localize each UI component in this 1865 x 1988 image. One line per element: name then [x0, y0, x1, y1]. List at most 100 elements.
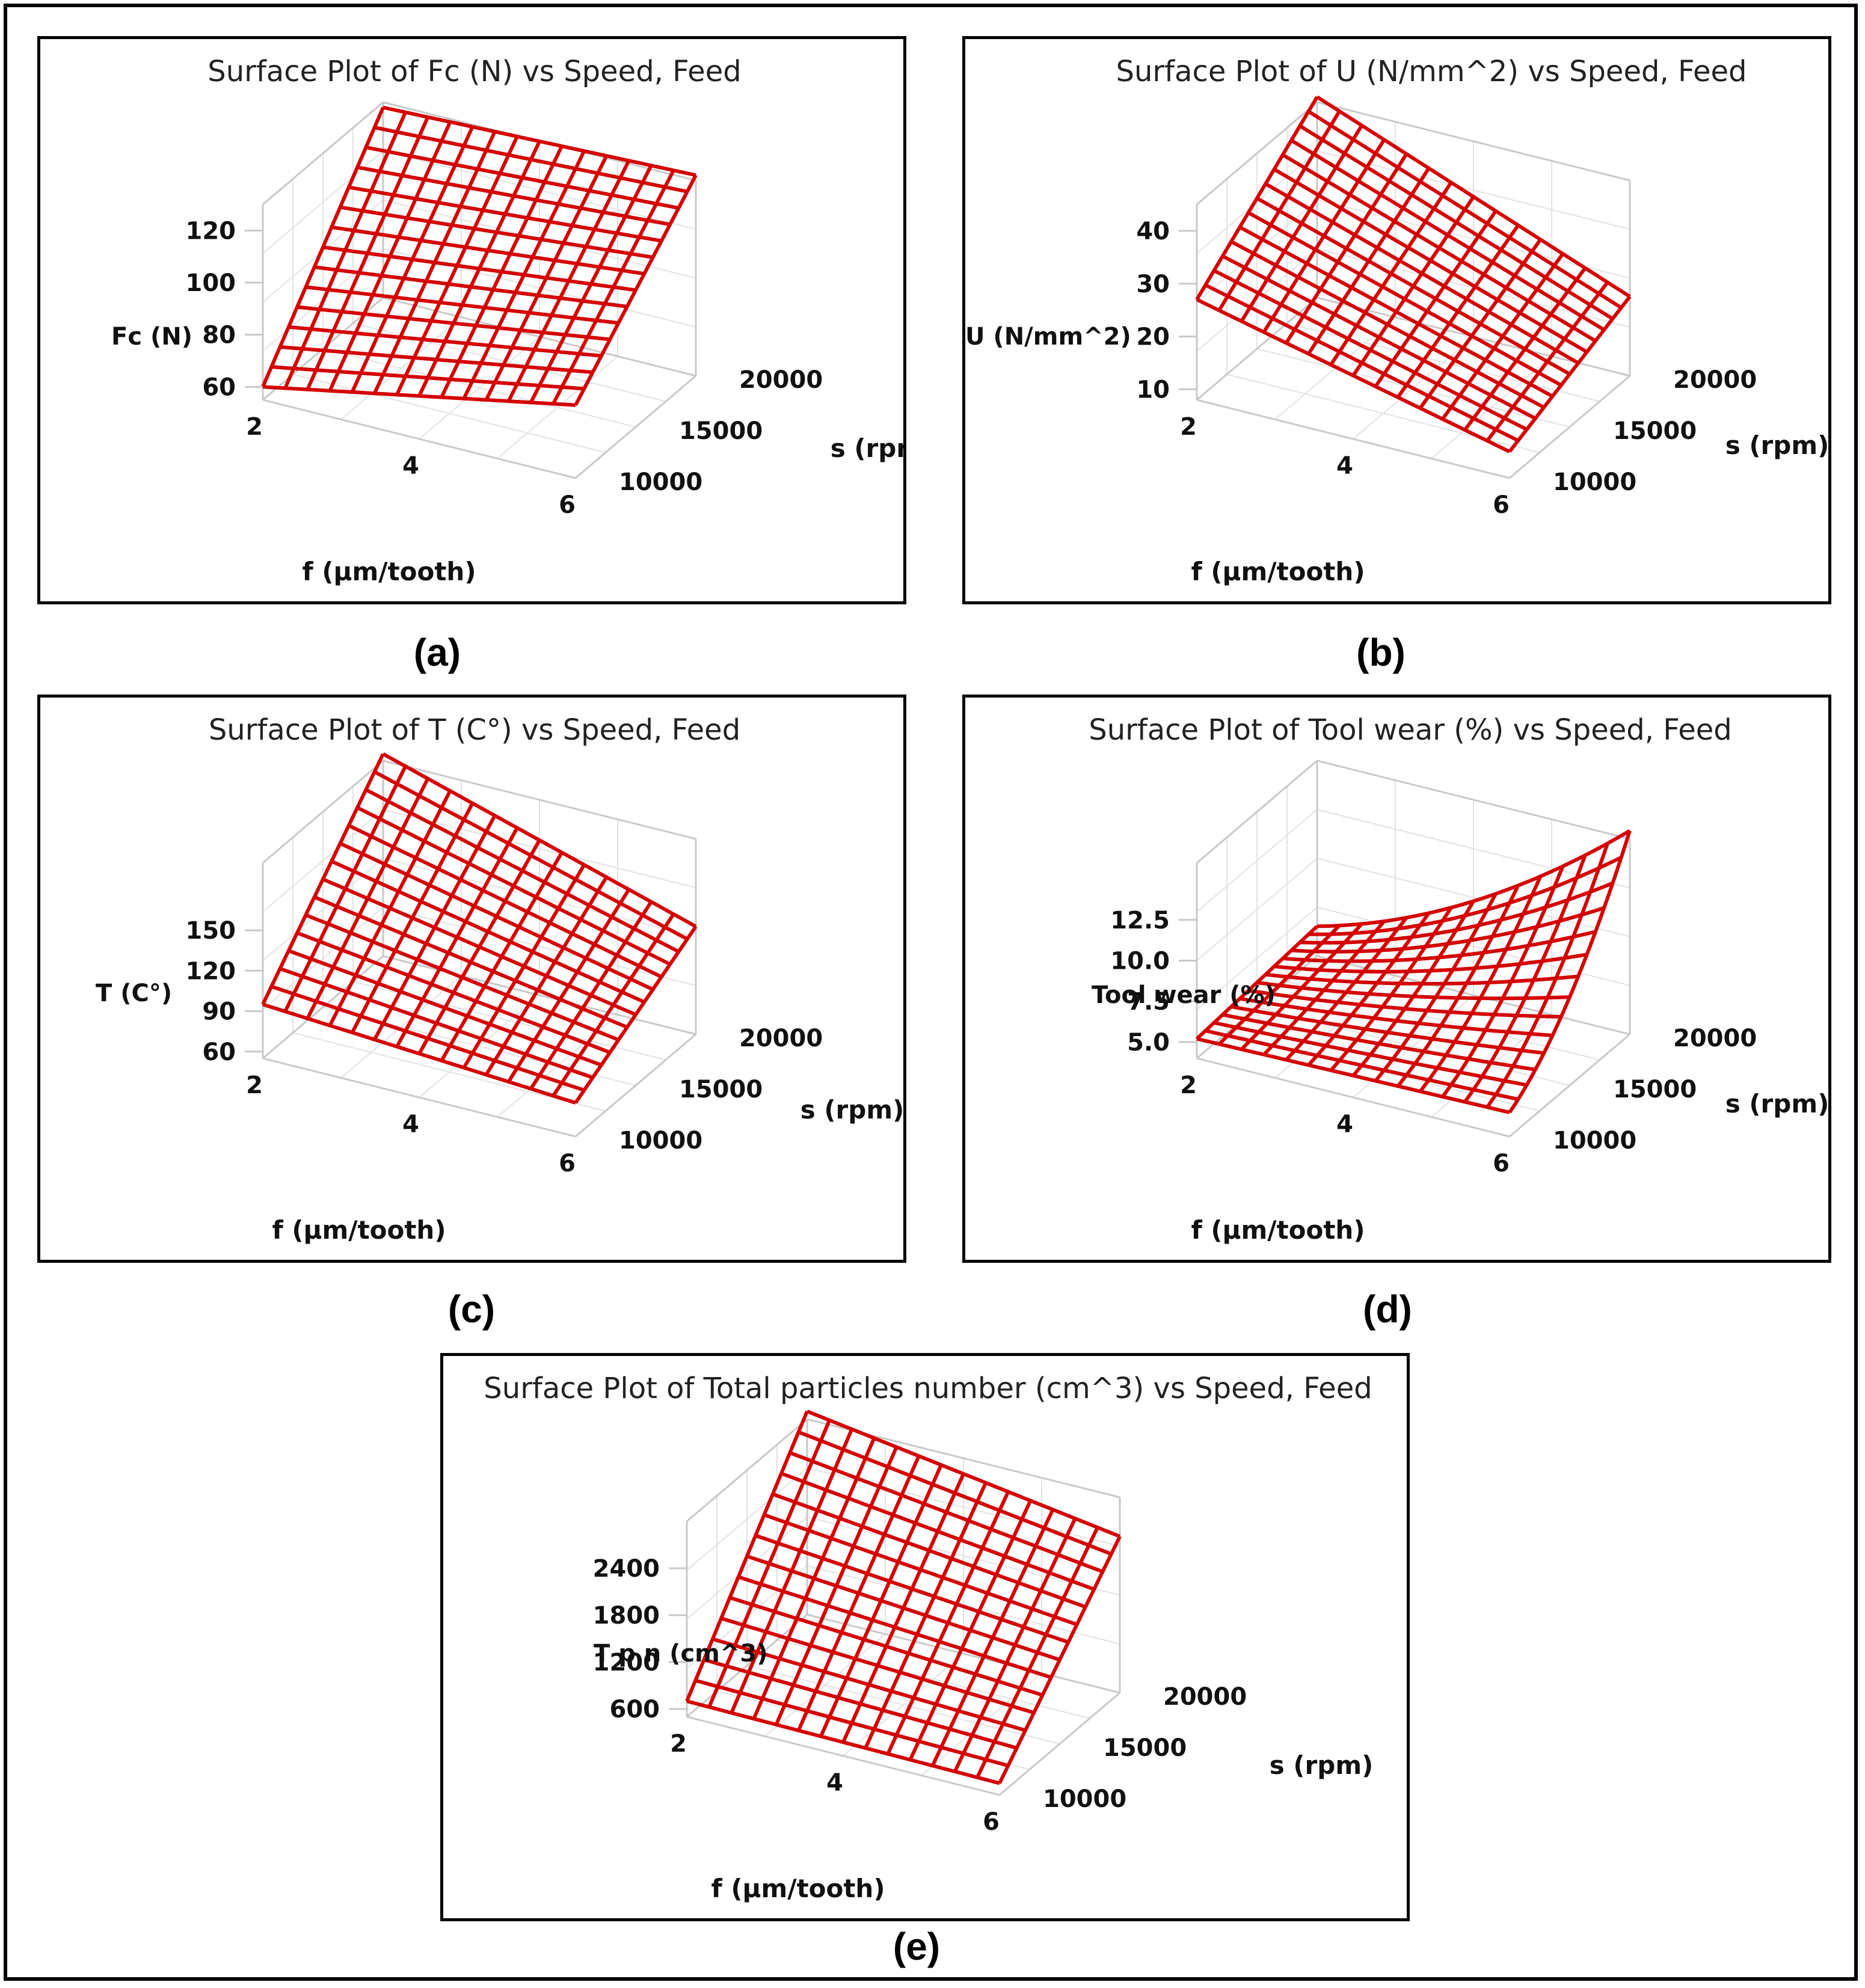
y-tick-label: 10000	[619, 468, 702, 496]
z-tick-label: 10	[1136, 376, 1170, 403]
z-tick-label: 120	[186, 217, 236, 245]
panel-b: Surface Plot of U (N/mm^2) vs Speed, Fee…	[962, 36, 1831, 604]
box-edge	[262, 399, 576, 479]
mesh-line-feed	[574, 925, 698, 1104]
floor-gridline	[322, 348, 636, 428]
x-tick-label: 4	[402, 1111, 419, 1138]
mesh-line-feed	[908, 1500, 1033, 1761]
mesh-line-feed	[552, 169, 675, 405]
caption-e: (e)	[893, 1925, 941, 1968]
z-tick-label: 30	[1136, 271, 1170, 298]
y-tick-label: 20000	[1163, 1683, 1247, 1711]
z-tick-label: 90	[202, 998, 236, 1026]
mesh-line-speed	[339, 841, 654, 992]
y-tick-label: 15000	[1613, 1076, 1697, 1103]
mesh-line-feed	[440, 145, 564, 398]
mesh-line-feed	[1508, 295, 1632, 453]
mesh-line-speed	[1308, 856, 1623, 936]
mesh-line-feed	[440, 851, 564, 1062]
z-axis-label: U (N/mm^2)	[965, 323, 1131, 351]
panel-e: Surface Plot of Total particles number (…	[440, 1353, 1410, 1921]
z-tick-label: 120	[186, 957, 236, 985]
mesh-line-speed	[383, 105, 696, 177]
surface-plot-e: Surface Plot of Total particles number (…	[484, 1372, 1374, 1903]
x-tick-label: 6	[1493, 1150, 1510, 1177]
surface-plot-a: Surface Plot of Fc (N) vs Speed, Feed 60 8…	[111, 55, 903, 586]
y-axis-label: s (rpm)	[1725, 1089, 1828, 1118]
chart-title: Surface Plot of T (C°) vs Speed, Feed	[209, 713, 740, 747]
mesh-line-speed	[1282, 153, 1597, 343]
y-tick-label: 10000	[1553, 1127, 1636, 1155]
z-axis-label: Fc (N)	[111, 323, 192, 351]
mesh-line-speed	[1256, 197, 1571, 376]
mesh-line-feed	[1419, 876, 1543, 1093]
surface-plot-b: Surface Plot of U (N/mm^2) vs Speed, Fee…	[965, 55, 1828, 586]
axes-box	[262, 759, 697, 1138]
z-tick-label: 100	[186, 269, 236, 297]
panel-c: Surface Plot of T (C°) vs Speed, Feed 60 9…	[37, 695, 906, 1263]
mesh-line-feed	[1374, 210, 1498, 388]
box-edge	[262, 101, 384, 206]
floor-gridline	[1286, 322, 1600, 402]
mesh-line-feed	[484, 876, 608, 1076]
y-tick-label: 15000	[1103, 1734, 1187, 1762]
z-tick-label: 600	[610, 1696, 660, 1723]
chart-title: Surface Plot of Total particles number (…	[484, 1372, 1372, 1405]
chart-title: Surface Plot of Fc (N) vs Speed, Feed	[207, 55, 741, 88]
mesh-line-feed	[1441, 865, 1565, 1098]
mesh-line-speed	[331, 225, 645, 276]
caption-d: (d)	[1363, 1287, 1412, 1331]
floor-gridline	[1431, 355, 1552, 459]
mesh-line-feed	[886, 1491, 1010, 1755]
x-tick-label: 4	[1336, 452, 1353, 480]
mesh-line-speed	[322, 877, 637, 1017]
y-axis-label: s (rpm)	[831, 434, 903, 463]
box-edge	[1317, 955, 1630, 1035]
mesh-line-speed	[1316, 95, 1631, 298]
mesh-line-feed	[1486, 842, 1609, 1108]
mesh-line-speed	[1274, 953, 1588, 974]
mesh-line-feed	[1508, 830, 1632, 1114]
x-axis-label: f (µm/tooth)	[711, 1874, 885, 1903]
box-edge	[1509, 375, 1630, 479]
box-edge	[1509, 1033, 1630, 1138]
z-tick-label: 60	[202, 373, 236, 401]
z-tick-label: 150	[186, 917, 236, 945]
mesh-line-feed	[507, 888, 631, 1083]
mesh-line-speed	[331, 859, 645, 1004]
x-axis-label: f (µm/tooth)	[1191, 1215, 1365, 1245]
box-edge	[686, 1418, 808, 1523]
x-axis-label: f (µm/tooth)	[302, 557, 476, 586]
x-tick-label: 6	[983, 1808, 1000, 1836]
surface-mesh	[1195, 95, 1632, 453]
x-tick-label: 6	[559, 1150, 576, 1177]
y-tick-label: 15000	[1613, 417, 1697, 445]
box-edge	[575, 1033, 696, 1138]
mesh-line-feed	[1441, 253, 1565, 420]
mesh-line-feed	[552, 913, 675, 1097]
y-axis-label: s (rpm)	[1725, 431, 1828, 460]
surface-mesh	[1195, 829, 1632, 1114]
surface-mesh	[261, 105, 698, 407]
mesh-line-feed	[1396, 885, 1520, 1088]
y-tick-label: 20000	[1673, 1025, 1757, 1052]
x-axis-label: f (µm/tooth)	[272, 1215, 446, 1245]
caption-b: (b)	[1356, 631, 1406, 674]
y-axis-label: s (rpm)	[1270, 1750, 1374, 1780]
box-edge	[999, 1692, 1120, 1796]
y-tick-label: 20000	[1673, 366, 1757, 394]
z-axis-label: T p n (cm^3)	[594, 1640, 767, 1667]
z-tick-label: 10.0	[1110, 948, 1170, 975]
box-edge	[1196, 759, 1318, 864]
mesh-line-speed	[755, 1533, 1069, 1644]
mesh-line-speed	[382, 752, 697, 928]
box-edge	[262, 1057, 576, 1138]
side-wall-gridline	[686, 1467, 808, 1571]
x-axis-label: f (µm/tooth)	[1191, 557, 1365, 586]
z-tick-label: 40	[1136, 218, 1170, 245]
x-tick-label: 4	[1336, 1111, 1353, 1138]
box-edge	[262, 955, 384, 1060]
mesh-line-feed	[864, 1482, 988, 1749]
floor-gridline	[746, 1665, 1060, 1744]
mesh-line-feed	[1396, 224, 1520, 399]
